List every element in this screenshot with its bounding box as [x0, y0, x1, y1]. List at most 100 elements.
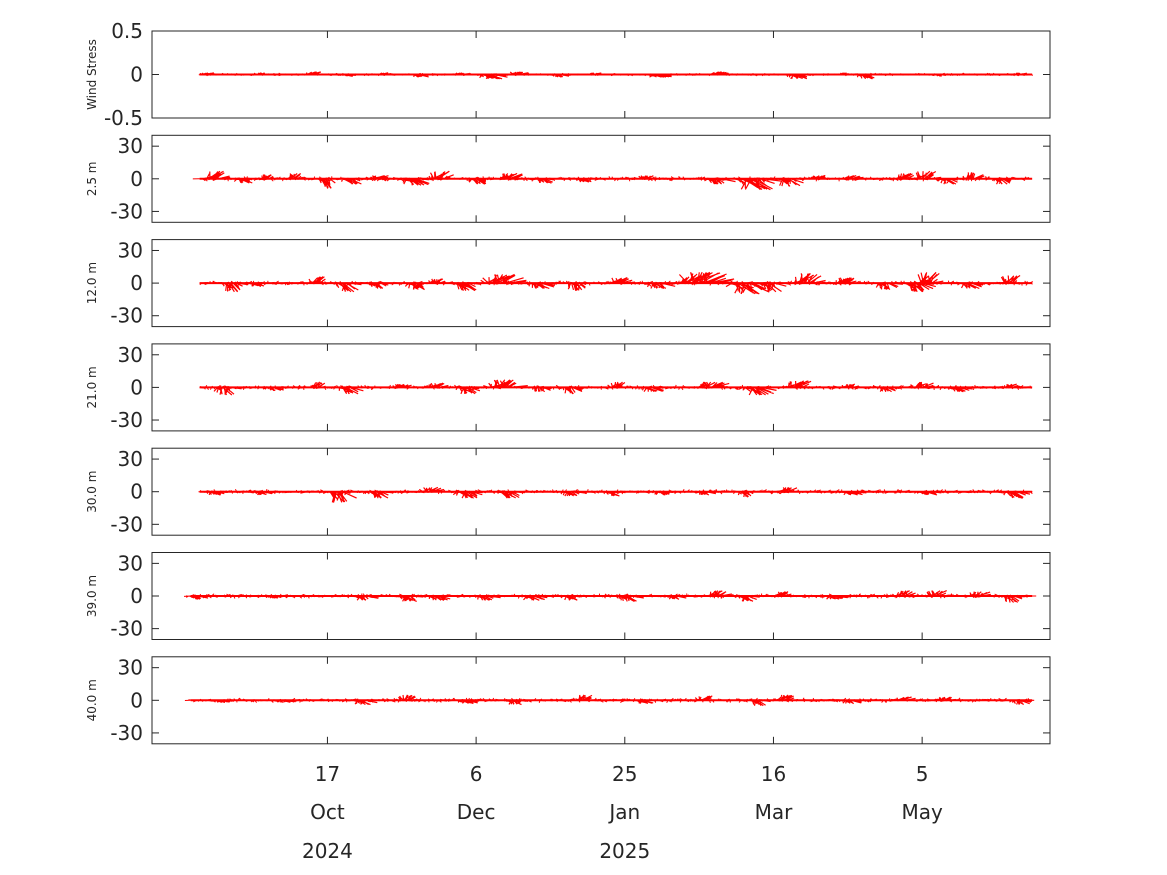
stick-event	[301, 71, 322, 76]
stick-event	[910, 381, 935, 388]
stick-event	[504, 699, 529, 706]
y-tick-label: -30	[110, 617, 143, 641]
stick-event	[738, 386, 781, 396]
stick-event	[251, 491, 273, 496]
stick-event	[694, 695, 713, 701]
stick-event	[962, 172, 985, 180]
stick-event	[395, 694, 416, 701]
y-tick-label: 0	[130, 63, 143, 87]
stick-event	[893, 696, 917, 701]
stick-event	[782, 380, 812, 388]
stick-event	[409, 73, 430, 78]
stick-event	[427, 278, 450, 284]
stick-event	[199, 72, 219, 76]
stick-event	[901, 282, 942, 293]
stick-event	[615, 595, 644, 602]
stick-event	[696, 381, 730, 388]
stick-event	[998, 383, 1022, 388]
stick-event	[840, 174, 864, 180]
stick-event	[232, 178, 253, 184]
stick-event	[425, 382, 452, 388]
stick-event	[606, 277, 636, 284]
stick-event	[483, 379, 528, 388]
stick-event	[202, 170, 233, 180]
x-tick-month: Oct	[310, 800, 345, 824]
x-tick-day: 6	[470, 762, 483, 786]
panel-ylabel: Wind Stress	[85, 39, 99, 110]
stick-event	[333, 282, 362, 293]
stick-event	[642, 73, 679, 78]
stick-event	[456, 699, 481, 705]
stick-event	[890, 590, 916, 597]
stick-event	[528, 386, 557, 393]
stick-event	[480, 273, 527, 284]
stick-event	[185, 595, 209, 600]
stick-event	[251, 72, 270, 76]
stick-event	[258, 174, 274, 180]
stick-event	[364, 491, 395, 499]
stick-event	[317, 178, 336, 189]
stick-event	[769, 591, 792, 597]
stick-event	[272, 699, 294, 703]
stick-event	[774, 178, 804, 187]
stick-event	[916, 491, 942, 496]
stick-event	[893, 172, 915, 180]
stick-event	[560, 386, 584, 395]
stick-event	[495, 491, 531, 499]
stick-event	[308, 276, 330, 284]
stick-event	[283, 173, 306, 180]
stick-event	[455, 386, 481, 395]
y-tick-label: 30	[118, 551, 143, 575]
stick-event	[937, 178, 958, 185]
y-tick-label: 30	[118, 238, 143, 262]
stick-event	[945, 386, 973, 393]
stick-event	[702, 71, 734, 76]
stick-event	[559, 491, 587, 497]
stick-event	[725, 282, 770, 295]
y-tick-label: 0	[130, 167, 143, 191]
panel-ylabel: 2.5 m	[85, 162, 99, 197]
stick-event	[262, 386, 284, 392]
stick-event	[833, 72, 852, 76]
stick-event	[373, 72, 394, 76]
stick-event	[560, 595, 581, 601]
y-tick-label: 0	[130, 271, 143, 295]
stick-event	[339, 73, 358, 77]
stick-event	[262, 595, 282, 599]
stick-event	[209, 699, 233, 704]
panel-ylabel: 39.0 m	[85, 575, 99, 617]
stick-event	[913, 271, 946, 284]
panel-ylabel: 30.0 m	[85, 471, 99, 513]
y-tick-label: -30	[110, 721, 143, 745]
stick-event	[505, 71, 529, 76]
stick-event	[322, 491, 357, 503]
x-tick-month: Dec	[457, 800, 496, 824]
stick-event	[819, 595, 851, 600]
y-tick-label: -30	[110, 304, 143, 328]
stick-event	[807, 174, 827, 180]
stick-event	[957, 282, 985, 290]
stick-event	[517, 595, 549, 601]
stick-event	[775, 694, 800, 701]
y-tick-label: 0	[130, 480, 143, 504]
y-tick-label: 0	[130, 584, 143, 608]
stick-event	[935, 696, 959, 701]
stick-event	[203, 491, 228, 496]
stick-event	[424, 595, 455, 601]
y-tick-label: -30	[110, 199, 143, 223]
stick-event	[636, 175, 665, 180]
stick-event	[652, 491, 674, 496]
x-tick-day: 25	[612, 762, 637, 786]
stick-event	[450, 491, 487, 499]
stick-event	[924, 590, 953, 597]
stick-event	[336, 386, 364, 395]
stick-event	[572, 178, 592, 183]
stick-event	[838, 491, 867, 496]
stick-event	[748, 699, 771, 707]
stick-event	[735, 595, 760, 602]
stick-event	[348, 699, 378, 706]
stick-event	[533, 178, 554, 184]
stick-event	[734, 178, 782, 191]
panel-ylabel: 21.0 m	[85, 366, 99, 408]
